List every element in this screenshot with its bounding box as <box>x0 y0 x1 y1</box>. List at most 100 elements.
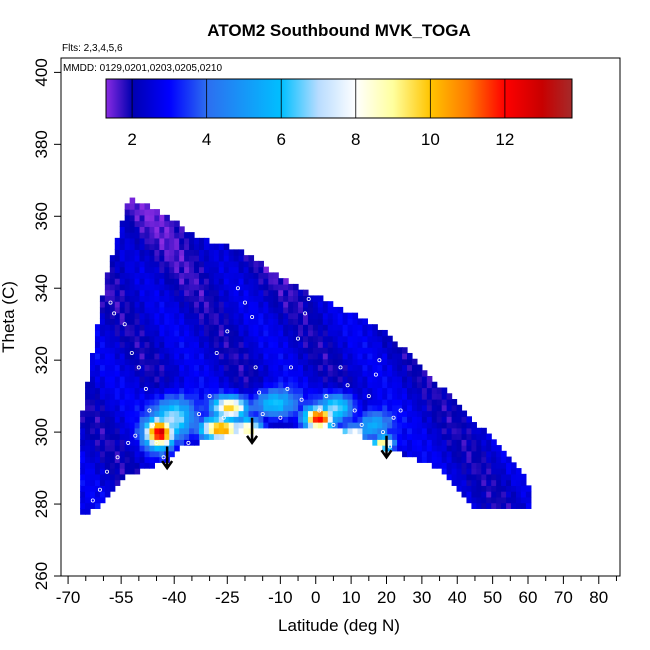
curtain-cell <box>332 410 339 417</box>
curtain-cell <box>184 312 190 320</box>
curtain-cell <box>471 433 477 440</box>
curtain-cell <box>154 278 160 285</box>
curtain-cell <box>288 301 294 308</box>
curtain-cell <box>184 289 190 297</box>
curtain-cell <box>129 393 136 400</box>
curtain-cell <box>248 318 255 325</box>
curtain-cell <box>144 462 151 469</box>
curtain-cell <box>486 445 492 452</box>
curtain-cell <box>486 479 492 486</box>
curtain-cell <box>208 375 215 383</box>
curtain-cell <box>134 324 141 331</box>
curtain-cell <box>367 347 373 354</box>
curtain-cell <box>139 387 146 394</box>
curtain-cell <box>293 358 299 366</box>
curtain-cell <box>218 324 225 331</box>
curtain-cell <box>90 375 96 383</box>
curtain-cell <box>392 364 398 371</box>
curtain-cell <box>228 410 235 417</box>
curtain-cell <box>397 375 403 383</box>
curtain-cell <box>486 456 492 463</box>
curtain-cell <box>119 237 126 245</box>
curtain-cell <box>179 427 185 435</box>
curtain-cell <box>436 422 443 429</box>
curtain-cell <box>268 318 274 325</box>
curtain-cell <box>293 364 299 371</box>
curtain-cell <box>253 358 260 366</box>
curtain-cell <box>461 462 468 469</box>
curtain-cell <box>124 272 131 279</box>
sample-point <box>186 440 191 445</box>
curtain-cell <box>114 243 121 250</box>
curtain-cell <box>213 289 220 297</box>
curtain-cell <box>174 433 180 440</box>
curtain-cell <box>263 375 269 383</box>
curtain-cell <box>426 375 433 383</box>
curtain-cell <box>312 358 319 366</box>
curtain-cell <box>228 301 235 308</box>
curtain-cell <box>307 312 314 320</box>
curtain-cell <box>243 393 250 400</box>
curtain-cell <box>392 410 398 417</box>
curtain-cell <box>94 375 101 383</box>
curtain-cell <box>134 387 141 394</box>
plot-frame <box>60 57 621 577</box>
curtain-cell <box>337 306 344 314</box>
curtain-cell <box>431 462 438 469</box>
sample-point <box>207 394 212 399</box>
curtain-cell <box>189 278 195 285</box>
curtain-cell <box>402 439 408 446</box>
curtain-cell <box>228 289 235 297</box>
curtain-cell <box>436 450 443 458</box>
curtain-cell <box>218 278 225 285</box>
curtain-cell <box>402 399 408 406</box>
curtain-cell <box>99 335 106 343</box>
curtain-cell <box>273 404 279 412</box>
curtain-cell <box>144 260 151 268</box>
curtain-cell <box>119 283 126 291</box>
curtain-cell <box>357 427 364 435</box>
curtain-cell <box>283 422 289 429</box>
curtain-cell <box>223 249 230 256</box>
curtain-cell <box>258 272 264 279</box>
curtain-cell <box>263 364 269 371</box>
curtain-cell <box>317 324 324 331</box>
curtain-cell <box>184 422 190 429</box>
curtain-cell <box>268 306 274 314</box>
curtain-cell <box>322 375 329 383</box>
curtain-cell <box>154 260 160 268</box>
curtain-cell <box>154 243 160 250</box>
curtain-cell <box>283 324 289 331</box>
curtain-cell <box>377 422 383 429</box>
curtain-cell <box>164 214 170 222</box>
x-tick-label: 80 <box>589 588 608 607</box>
curtain-cell <box>154 404 160 412</box>
curtain-cell <box>114 456 121 463</box>
curtain-cell <box>203 347 210 354</box>
curtain-cell <box>397 352 403 360</box>
curtain-cell <box>154 312 160 320</box>
curtain-cell <box>124 243 131 250</box>
curtain-cell <box>367 433 373 440</box>
curtain-cell <box>332 312 339 320</box>
curtain-cell <box>293 301 299 308</box>
curtain-cell <box>114 341 121 348</box>
curtain-cell <box>312 312 319 320</box>
curtain-cell <box>431 439 438 446</box>
curtain-cell <box>169 387 175 394</box>
curtain-cell <box>104 329 111 337</box>
curtain-cell <box>327 324 334 331</box>
curtain-cell <box>377 352 383 360</box>
curtain-cell <box>248 278 255 285</box>
curtain-cell <box>198 370 205 377</box>
curtain-cell <box>124 214 131 222</box>
curtain-cell <box>367 416 373 423</box>
curtain-cell <box>164 381 170 389</box>
curtain-cell <box>124 387 131 394</box>
curtain-cell <box>194 352 200 360</box>
curtain-cell <box>387 341 393 348</box>
curtain-cell <box>426 416 433 423</box>
curtain-cell <box>307 387 314 394</box>
curtain-cell <box>342 410 349 417</box>
curtain-cell <box>90 450 96 458</box>
